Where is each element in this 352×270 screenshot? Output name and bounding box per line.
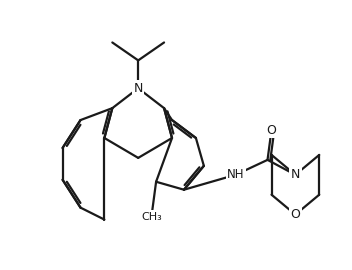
Text: O: O: [290, 208, 300, 221]
Text: NH: NH: [227, 168, 244, 181]
Text: N: N: [291, 168, 300, 181]
Text: N: N: [133, 82, 143, 95]
Text: O: O: [266, 124, 276, 137]
Text: CH₃: CH₃: [142, 212, 163, 222]
